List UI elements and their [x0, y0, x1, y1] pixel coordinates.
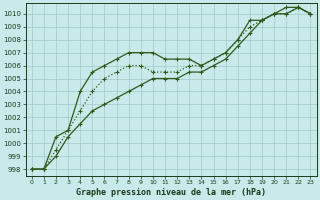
X-axis label: Graphe pression niveau de la mer (hPa): Graphe pression niveau de la mer (hPa)	[76, 188, 266, 197]
